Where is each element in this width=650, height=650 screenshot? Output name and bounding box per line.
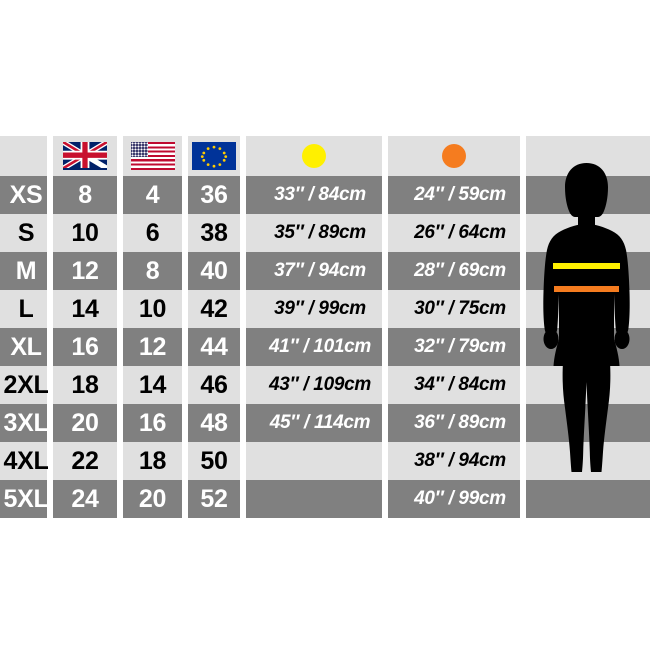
cell-figure xyxy=(523,404,650,442)
cell-size-label: 4XL xyxy=(0,442,50,480)
cell-bust xyxy=(243,442,385,480)
cell-uk-size: 22 xyxy=(50,442,120,480)
cell-waist: 40″ / 99cm xyxy=(385,480,523,518)
table-row: S 10 6 38 35″ / 89cm 26″ / 64cm xyxy=(0,214,650,252)
cell-uk-size: 16 xyxy=(50,328,120,366)
cell-bust xyxy=(243,480,385,518)
cell-bust: 37″ / 94cm xyxy=(243,252,385,290)
size-conversion-table: XS 8 4 36 33″ / 84cm 24″ / 59cm S 10 6 3… xyxy=(0,136,650,518)
cell-uk-size: 10 xyxy=(50,214,120,252)
cell-uk-size: 14 xyxy=(50,290,120,328)
table-row: 4XL 22 18 50 38″ / 94cm xyxy=(0,442,650,480)
cell-figure xyxy=(523,176,650,214)
cell-size-label: 5XL xyxy=(0,480,50,518)
cell-uk-size: 18 xyxy=(50,366,120,404)
us-flag-canton xyxy=(130,142,149,158)
cell-eu-size: 44 xyxy=(185,328,243,366)
table-row: 2XL 18 14 46 43″ / 109cm 34″ / 84cm xyxy=(0,366,650,404)
cell-waist: 38″ / 94cm xyxy=(385,442,523,480)
cell-eu-size: 38 xyxy=(185,214,243,252)
cell-figure xyxy=(523,290,650,328)
cell-bust: 39″ / 99cm xyxy=(243,290,385,328)
cell-waist: 32″ / 79cm xyxy=(385,328,523,366)
cell-eu-size: 48 xyxy=(185,404,243,442)
cell-size-label: L xyxy=(0,290,50,328)
cell-eu-size: 50 xyxy=(185,442,243,480)
cell-size-label: 3XL xyxy=(0,404,50,442)
cell-bust: 45″ / 114cm xyxy=(243,404,385,442)
cell-waist: 36″ / 89cm xyxy=(385,404,523,442)
cell-us-size: 16 xyxy=(120,404,185,442)
cell-size-label: S xyxy=(0,214,50,252)
cell-figure xyxy=(523,328,650,366)
cell-bust: 35″ / 89cm xyxy=(243,214,385,252)
us-flag-icon xyxy=(130,142,175,170)
cell-waist: 30″ / 75cm xyxy=(385,290,523,328)
cell-size-label: XS xyxy=(0,176,50,214)
yellow-dot-icon xyxy=(302,144,326,168)
cell-eu-size: 52 xyxy=(185,480,243,518)
cell-bust: 33″ / 84cm xyxy=(243,176,385,214)
header-cell-waist xyxy=(385,136,523,176)
cell-size-label: 2XL xyxy=(0,366,50,404)
cell-waist: 34″ / 84cm xyxy=(385,366,523,404)
cell-eu-size: 42 xyxy=(185,290,243,328)
cell-us-size: 4 xyxy=(120,176,185,214)
table-row: XS 8 4 36 33″ / 84cm 24″ / 59cm xyxy=(0,176,650,214)
cell-us-size: 18 xyxy=(120,442,185,480)
cell-figure xyxy=(523,480,650,518)
header-cell-us xyxy=(120,136,185,176)
header-cell-figure xyxy=(523,136,650,176)
header-cell-size xyxy=(0,136,50,176)
cell-waist: 26″ / 64cm xyxy=(385,214,523,252)
cell-waist: 24″ / 59cm xyxy=(385,176,523,214)
cell-us-size: 6 xyxy=(120,214,185,252)
table-row: M 12 8 40 37″ / 94cm 28″ / 69cm xyxy=(0,252,650,290)
header-cell-bust xyxy=(243,136,385,176)
table-header-row xyxy=(0,136,650,176)
cell-us-size: 20 xyxy=(120,480,185,518)
cell-eu-size: 36 xyxy=(185,176,243,214)
cell-us-size: 12 xyxy=(120,328,185,366)
table-row: XL 16 12 44 41″ / 101cm 32″ / 79cm xyxy=(0,328,650,366)
header-cell-uk xyxy=(50,136,120,176)
cell-uk-size: 24 xyxy=(50,480,120,518)
orange-dot-icon xyxy=(442,144,466,168)
header-cell-eu xyxy=(185,136,243,176)
cell-waist: 28″ / 69cm xyxy=(385,252,523,290)
table-row: 5XL 24 20 52 40″ / 99cm xyxy=(0,480,650,518)
cell-figure xyxy=(523,214,650,252)
eu-flag-icon xyxy=(192,142,236,170)
cell-uk-size: 20 xyxy=(50,404,120,442)
cell-us-size: 14 xyxy=(120,366,185,404)
size-chart: XS 8 4 36 33″ / 84cm 24″ / 59cm S 10 6 3… xyxy=(0,136,650,518)
cell-eu-size: 40 xyxy=(185,252,243,290)
us-flag-stars xyxy=(130,142,149,158)
uk-flag-icon xyxy=(63,142,107,170)
cell-us-size: 10 xyxy=(120,290,185,328)
table-row: L 14 10 42 39″ / 99cm 30″ / 75cm xyxy=(0,290,650,328)
cell-eu-size: 46 xyxy=(185,366,243,404)
cell-uk-size: 12 xyxy=(50,252,120,290)
cell-figure xyxy=(523,442,650,480)
cell-uk-size: 8 xyxy=(50,176,120,214)
cell-us-size: 8 xyxy=(120,252,185,290)
table-row: 3XL 20 16 48 45″ / 114cm 36″ / 89cm xyxy=(0,404,650,442)
cell-figure xyxy=(523,366,650,404)
cell-bust: 43″ / 109cm xyxy=(243,366,385,404)
cell-size-label: M xyxy=(0,252,50,290)
cell-size-label: XL xyxy=(0,328,50,366)
cell-figure xyxy=(523,252,650,290)
cell-bust: 41″ / 101cm xyxy=(243,328,385,366)
